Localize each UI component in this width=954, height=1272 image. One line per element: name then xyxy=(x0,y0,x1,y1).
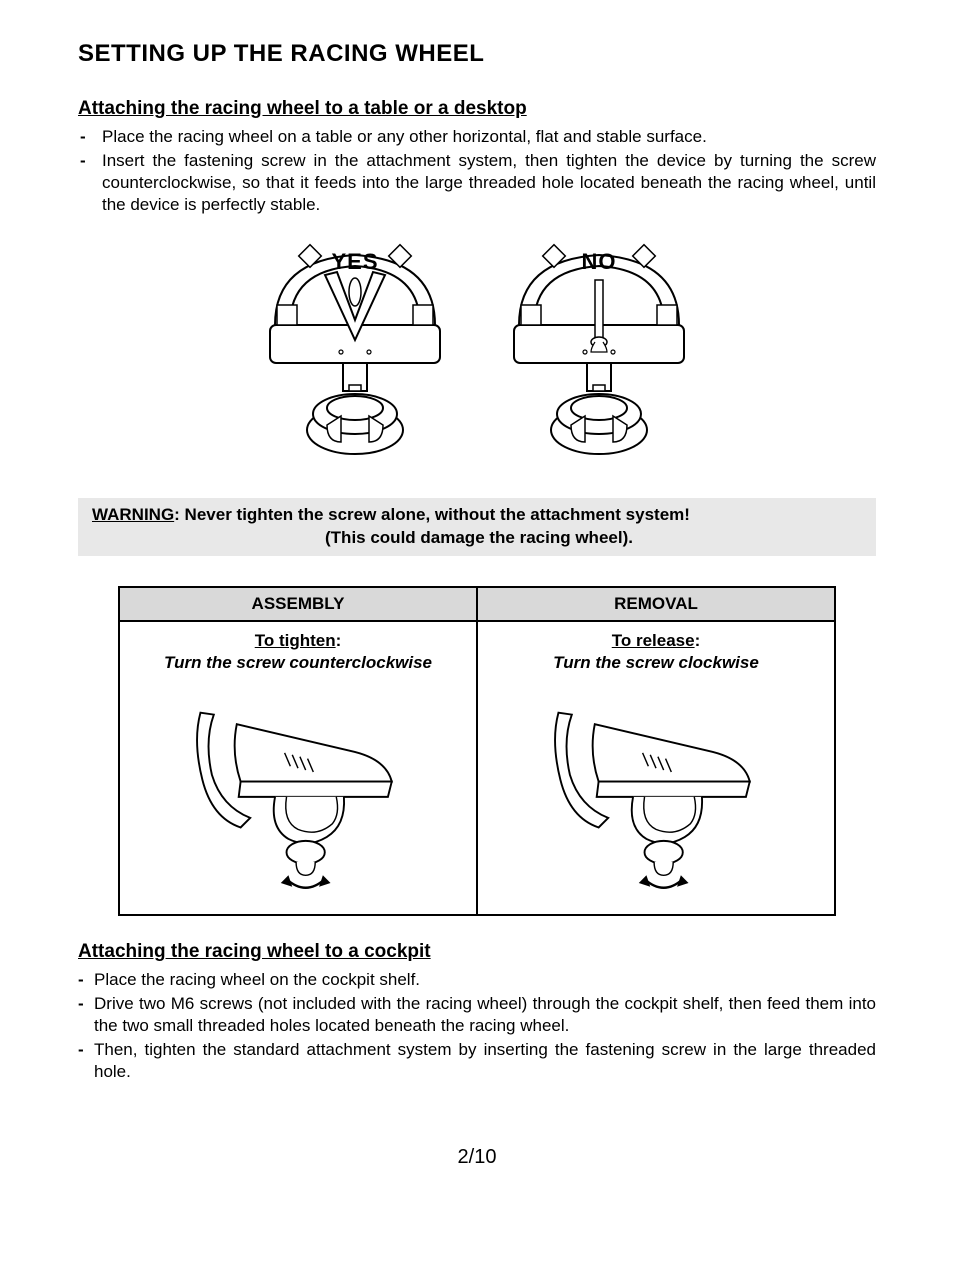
yes-no-diagrams: YES NO xyxy=(78,230,876,480)
bullet-text: Drive two M6 screws (not included with t… xyxy=(92,993,876,1037)
bullet-list-section2: - Place the racing wheel on the cockpit … xyxy=(78,969,876,1083)
page-number: 2/10 xyxy=(78,1144,876,1170)
yes-label: YES xyxy=(331,248,378,277)
bullet-list-section1: - Place the racing wheel on a table or a… xyxy=(78,126,876,216)
table-body-row: To tighten: Turn the screw counterclockw… xyxy=(120,622,834,914)
bullet-text: Place the racing wheel on a table or any… xyxy=(102,126,876,148)
bullet-dash: - xyxy=(78,1039,92,1061)
table-header-removal: REMOVAL xyxy=(478,588,834,620)
table-cell-removal: To release: Turn the screw clockwise xyxy=(478,622,834,914)
table-header-assembly: ASSEMBLY xyxy=(120,588,478,620)
wheel-side-ccw-icon xyxy=(183,684,413,904)
bullet-text: Insert the fastening screw in the attach… xyxy=(102,150,876,216)
warning-callout: WARNING: Never tighten the screw alone, … xyxy=(78,498,876,556)
diagram-no: NO xyxy=(489,230,709,480)
section-heading-cockpit: Attaching the racing wheel to a cockpit xyxy=(78,940,876,965)
assembly-instruction: Turn the screw counterclockwise xyxy=(128,652,468,674)
removal-action-label: To release xyxy=(612,631,695,650)
bullet-dash: - xyxy=(78,126,102,148)
bullet-text: Then, tighten the standard attachment sy… xyxy=(92,1039,876,1083)
section-heading-table-desktop: Attaching the racing wheel to a table or… xyxy=(78,97,876,122)
removal-instruction: Turn the screw clockwise xyxy=(486,652,826,674)
table-cell-assembly: To tighten: Turn the screw counterclockw… xyxy=(120,622,478,914)
warning-label: WARNING xyxy=(92,505,174,524)
wheel-side-cw-icon xyxy=(541,684,771,904)
warning-text-line2: (This could damage the racing wheel). xyxy=(92,527,866,550)
no-label: NO xyxy=(582,248,617,277)
diagram-yes: YES xyxy=(245,230,465,480)
table-header-row: ASSEMBLY REMOVAL xyxy=(120,588,834,622)
bullet-dash: - xyxy=(78,150,102,172)
assembly-removal-table: ASSEMBLY REMOVAL To tighten: Turn the sc… xyxy=(118,586,836,916)
assembly-action-label: To tighten xyxy=(255,631,336,650)
bullet-dash: - xyxy=(78,969,92,991)
section-cockpit: Attaching the racing wheel to a cockpit … xyxy=(78,940,876,1083)
bullet-dash: - xyxy=(78,993,92,1015)
warning-text-line1: : Never tighten the screw alone, without… xyxy=(174,505,690,524)
bullet-text: Place the racing wheel on the cockpit sh… xyxy=(92,969,876,991)
page-title: SETTING UP THE RACING WHEEL xyxy=(78,38,876,69)
